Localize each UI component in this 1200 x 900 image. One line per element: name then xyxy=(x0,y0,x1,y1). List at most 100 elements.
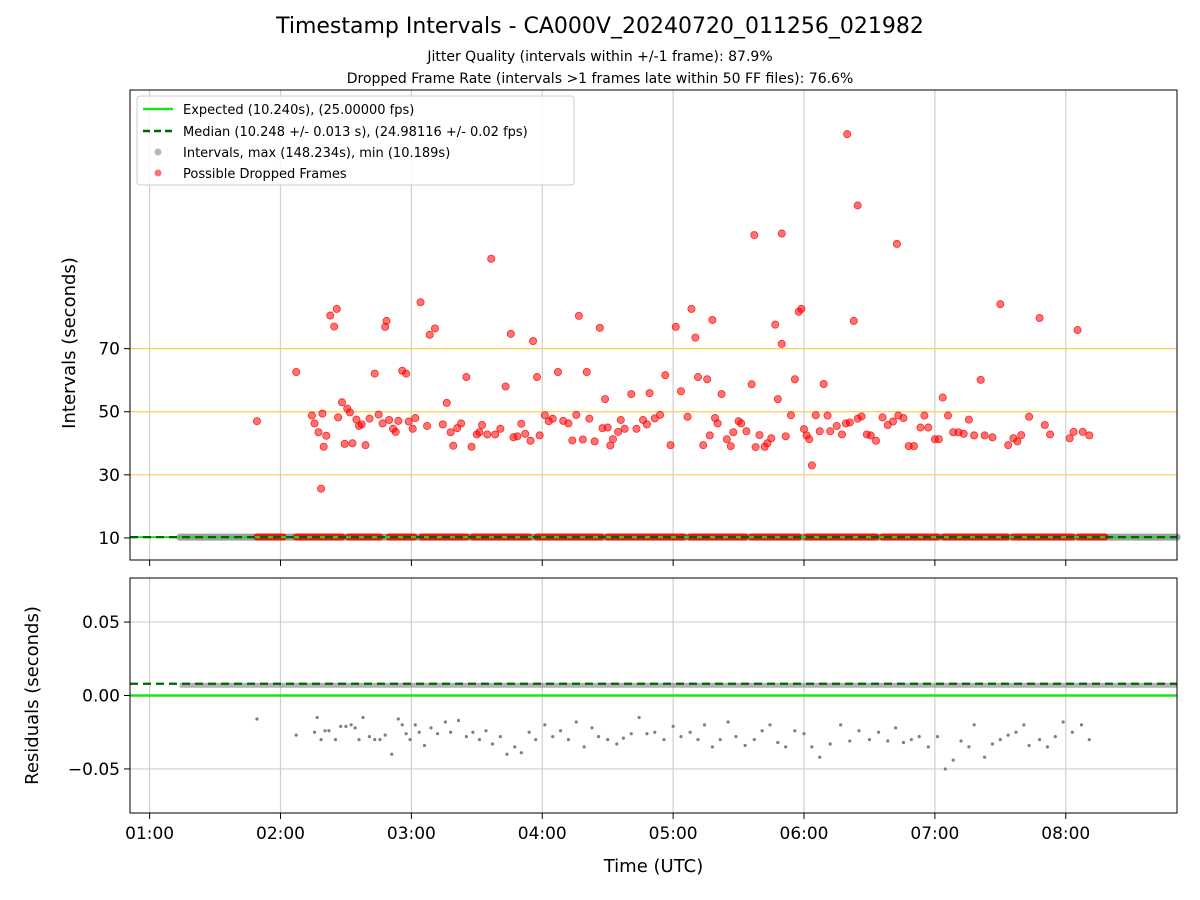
bottom-y-axis-label: Residuals (seconds) xyxy=(22,606,43,785)
dropped-frame-point-10 xyxy=(330,322,339,331)
dropped-frame-point-35 xyxy=(408,424,417,433)
dropped-frame-point-60 xyxy=(517,419,526,428)
residual-point-15 xyxy=(373,737,377,742)
dropped-frame-point-95 xyxy=(661,371,670,380)
dropped-frame-point-73 xyxy=(572,410,581,419)
dropped-frame-point-16 xyxy=(345,408,354,417)
residual-point-23 xyxy=(413,723,417,727)
residual-point-24 xyxy=(417,730,421,734)
residual-point-108 xyxy=(1087,737,1091,742)
dropped-frame-point-22 xyxy=(365,414,374,423)
residual-point-68 xyxy=(752,737,756,742)
residual-point-62 xyxy=(702,723,707,727)
dropped-frame-point-176 xyxy=(1025,412,1034,421)
residual-point-20 xyxy=(400,723,404,727)
xtick-label-07:00: 07:00 xyxy=(910,824,959,844)
residual-point-71 xyxy=(776,740,780,745)
dropped-frame-point-82 xyxy=(603,423,612,432)
residual-point-70 xyxy=(768,723,772,727)
dropped-frame-point-114 xyxy=(737,419,746,428)
residual-point-75 xyxy=(810,745,814,749)
residual-point-16 xyxy=(378,737,382,742)
dropped-frame-point-115 xyxy=(742,427,751,436)
residual-point-37 xyxy=(505,752,509,756)
dropped-frame-point-162 xyxy=(943,411,952,420)
dropped-frame-point-187 xyxy=(843,130,852,139)
legend-intervals-label: Intervals, max (148.234s), min (10.189s) xyxy=(183,146,450,161)
dropped-frame-point-106 xyxy=(708,315,717,324)
dropped-frame-point-61 xyxy=(521,429,530,438)
dropped-frame-point-76 xyxy=(582,367,591,376)
dropped-frame-point-99 xyxy=(683,412,692,421)
top-panel: 10 30 50 70 Intervals (seconds) Expected (1… xyxy=(59,89,1181,566)
xtick-label-04:00: 04:00 xyxy=(518,824,567,844)
bottom-ytick-label-0: −0.05 xyxy=(68,760,120,780)
top-axes-frame xyxy=(129,89,1178,561)
residual-point-1 xyxy=(294,733,298,737)
residual-point-69 xyxy=(760,729,764,733)
dropped-frame-point-100 xyxy=(687,304,696,313)
residual-point-92 xyxy=(959,739,963,743)
dropped-frame-point-72 xyxy=(568,436,577,445)
dropped-frame-point-89 xyxy=(632,424,641,433)
residual-point-27 xyxy=(435,732,440,736)
xtick-label-03:00: 03:00 xyxy=(387,824,436,844)
residual-point-25 xyxy=(422,743,427,748)
dropped-frame-point-142 xyxy=(845,418,854,427)
residual-point-22 xyxy=(408,737,412,742)
dropped-frame-point-140 xyxy=(837,430,846,439)
residual-point-4 xyxy=(319,737,323,742)
residual-point-81 xyxy=(867,737,872,742)
dropped-frame-point-156 xyxy=(916,423,925,432)
residual-point-66 xyxy=(734,735,738,739)
bottom-panel: −0.050.000.05 01:00 02:00 03:00 04:00 05:00 0… xyxy=(22,577,1178,877)
dropped-frame-point-39 xyxy=(425,330,434,339)
dropped-frame-point-37 xyxy=(416,298,425,307)
residual-point-88 xyxy=(926,745,930,749)
dropped-frame-point-161 xyxy=(938,393,947,402)
residual-point-101 xyxy=(1027,743,1031,748)
dropped-frame-point-111 xyxy=(726,442,735,451)
dropped-frame-point-94 xyxy=(656,410,665,419)
dropped-frame-point-13 xyxy=(338,398,347,407)
dropped-frame-point-105 xyxy=(705,431,714,440)
residual-point-80 xyxy=(857,729,861,733)
dropped-frame-point-112 xyxy=(729,428,738,437)
residual-point-8 xyxy=(339,724,343,728)
dropped-frame-point-11 xyxy=(332,304,341,313)
legend-expected-label: Expected (10.240s), (25.00000 fps) xyxy=(183,103,414,118)
residual-point-11 xyxy=(353,726,357,730)
dropped-frame-point-48 xyxy=(467,442,476,451)
bottom-series-points xyxy=(179,682,1177,771)
residual-point-56 xyxy=(653,730,657,734)
top-y-axis-label: Intervals (seconds) xyxy=(59,257,80,429)
dropped-frame-point-147 xyxy=(866,431,875,440)
dropped-frame-point-103 xyxy=(699,441,708,450)
residual-point-13 xyxy=(361,715,365,720)
residual-point-14 xyxy=(367,735,372,739)
dropped-frame-point-123 xyxy=(773,395,782,404)
dropped-frame-point-2 xyxy=(307,411,316,420)
top-y-ticks: 10 30 50 70 xyxy=(98,340,130,549)
dropped-frame-point-184 xyxy=(1085,431,1094,440)
dropped-frame-point-110 xyxy=(722,435,731,444)
bottom-x-ticks: 01:00 02:00 03:00 04:00 05:00 06:00 07:00 08:00 xyxy=(125,813,1090,844)
legend-dropped-label: Possible Dropped Frames xyxy=(183,167,347,182)
dropped-frame-point-66 xyxy=(540,411,549,420)
dropped-frame-point-135 xyxy=(815,427,824,436)
dropped-frame-point-50 xyxy=(475,428,484,437)
dropped-frame-point-136 xyxy=(819,379,828,388)
legend-dropped-swatch xyxy=(154,169,162,177)
residual-point-93 xyxy=(967,745,971,749)
residual-point-47 xyxy=(582,745,586,749)
dropped-frame-point-158 xyxy=(924,423,933,432)
residual-point-83 xyxy=(886,739,890,743)
residual-point-31 xyxy=(464,735,468,739)
dropped-frame-point-36 xyxy=(411,414,420,423)
residual-point-58 xyxy=(671,724,675,728)
dropped-frame-point-167 xyxy=(970,431,979,440)
dropped-frame-point-166 xyxy=(964,415,973,424)
dropped-frame-point-57 xyxy=(506,329,515,338)
chart-subtitle-jitter: Jitter Quality (intervals within +/-1 fr… xyxy=(427,49,773,65)
